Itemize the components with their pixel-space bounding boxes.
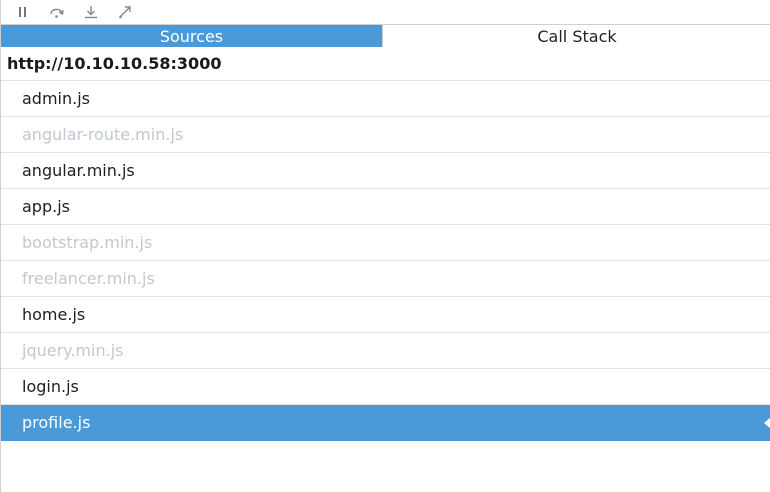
- pause-icon: [19, 7, 26, 17]
- step-over-button[interactable]: [47, 3, 67, 21]
- source-file-item[interactable]: freelancer.min.js: [1, 261, 770, 297]
- source-origin-header[interactable]: http://10.10.10.58:3000: [7, 54, 222, 73]
- pause-button[interactable]: [13, 3, 33, 21]
- step-over-icon: [50, 8, 64, 18]
- step-out-button[interactable]: [115, 3, 135, 21]
- source-file-list: admin.js angular-route.min.js angular.mi…: [1, 80, 770, 441]
- tab-call-stack[interactable]: Call Stack: [382, 25, 770, 47]
- source-file-item[interactable]: jquery.min.js: [1, 333, 770, 369]
- source-file-item[interactable]: admin.js: [1, 81, 770, 117]
- source-file-item-selected[interactable]: profile.js: [1, 405, 770, 441]
- step-out-icon: [119, 6, 131, 19]
- source-file-item[interactable]: angular-route.min.js: [1, 117, 770, 153]
- source-file-item[interactable]: app.js: [1, 189, 770, 225]
- tab-sources[interactable]: Sources: [1, 25, 382, 47]
- source-file-item[interactable]: angular.min.js: [1, 153, 770, 189]
- source-file-label: profile.js: [22, 413, 91, 432]
- selection-marker-icon: [764, 416, 770, 429]
- source-file-item[interactable]: home.js: [1, 297, 770, 333]
- source-file-item[interactable]: login.js: [1, 369, 770, 405]
- debugger-toolbar: [1, 0, 770, 24]
- source-file-item[interactable]: bootstrap.min.js: [1, 225, 770, 261]
- step-in-icon: [85, 6, 97, 19]
- panel-tabs: Sources Call Stack: [1, 24, 770, 47]
- step-in-button[interactable]: [81, 3, 101, 21]
